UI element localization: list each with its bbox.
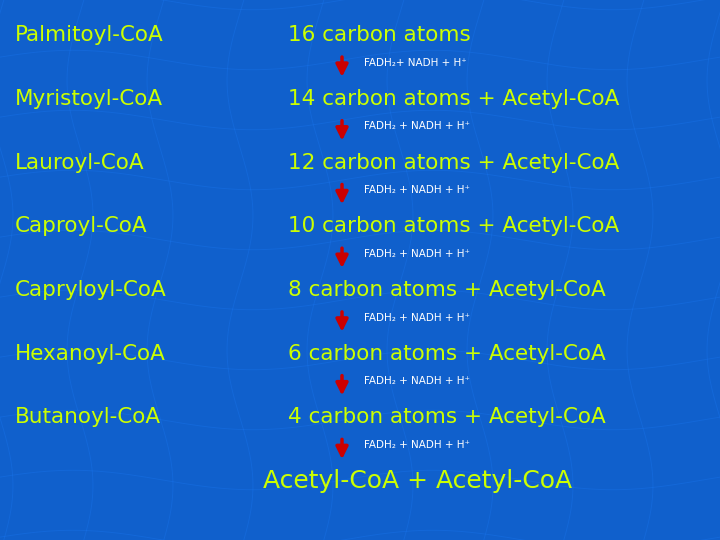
Text: Palmitoyl-CoA: Palmitoyl-CoA bbox=[14, 25, 163, 45]
Text: FADH₂ + NADH + H⁺: FADH₂ + NADH + H⁺ bbox=[364, 376, 469, 386]
Text: FADH₂ + NADH + H⁺: FADH₂ + NADH + H⁺ bbox=[364, 249, 469, 259]
Text: Caproyl-CoA: Caproyl-CoA bbox=[14, 216, 147, 237]
Text: Lauroyl-CoA: Lauroyl-CoA bbox=[14, 152, 144, 173]
Text: 8 carbon atoms + Acetyl-CoA: 8 carbon atoms + Acetyl-CoA bbox=[288, 280, 606, 300]
Text: FADH₂+ NADH + H⁺: FADH₂+ NADH + H⁺ bbox=[364, 58, 467, 68]
Text: 4 carbon atoms + Acetyl-CoA: 4 carbon atoms + Acetyl-CoA bbox=[288, 407, 606, 428]
Text: FADH₂ + NADH + H⁺: FADH₂ + NADH + H⁺ bbox=[364, 313, 469, 322]
Text: FADH₂ + NADH + H⁺: FADH₂ + NADH + H⁺ bbox=[364, 185, 469, 195]
Text: 14 carbon atoms + Acetyl-CoA: 14 carbon atoms + Acetyl-CoA bbox=[288, 89, 619, 109]
Text: FADH₂ + NADH + H⁺: FADH₂ + NADH + H⁺ bbox=[364, 122, 469, 131]
Text: 6 carbon atoms + Acetyl-CoA: 6 carbon atoms + Acetyl-CoA bbox=[288, 343, 606, 364]
Text: Capryloyl-CoA: Capryloyl-CoA bbox=[14, 280, 166, 300]
Text: FADH₂ + NADH + H⁺: FADH₂ + NADH + H⁺ bbox=[364, 440, 469, 450]
Text: Butanoyl-CoA: Butanoyl-CoA bbox=[14, 407, 161, 428]
Text: Acetyl-CoA + Acetyl-CoA: Acetyl-CoA + Acetyl-CoA bbox=[263, 469, 572, 493]
Text: 12 carbon atoms + Acetyl-CoA: 12 carbon atoms + Acetyl-CoA bbox=[288, 152, 619, 173]
Text: 10 carbon atoms + Acetyl-CoA: 10 carbon atoms + Acetyl-CoA bbox=[288, 216, 619, 237]
Text: Myristoyl-CoA: Myristoyl-CoA bbox=[14, 89, 163, 109]
Text: 16 carbon atoms: 16 carbon atoms bbox=[288, 25, 471, 45]
Text: Hexanoyl-CoA: Hexanoyl-CoA bbox=[14, 343, 166, 364]
